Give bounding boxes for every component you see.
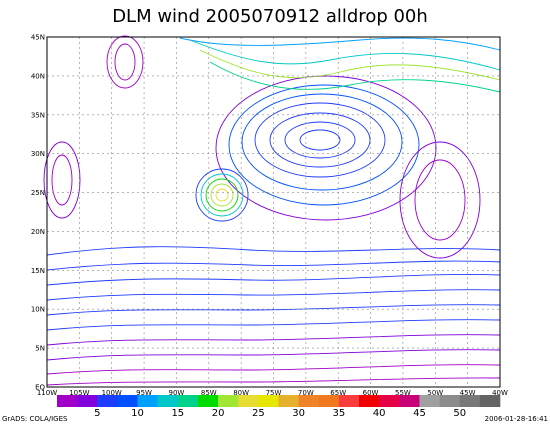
colorbar-label: 20 xyxy=(212,408,225,419)
colorbar-label: 25 xyxy=(252,408,265,419)
colorbar-swatch xyxy=(97,395,118,407)
lat-label: 15N xyxy=(31,267,45,275)
lat-label: 25N xyxy=(31,189,45,197)
lat-label: 35N xyxy=(31,111,45,119)
colorbar-label: 5 xyxy=(94,408,100,419)
colorbar-swatch xyxy=(298,395,320,407)
colorbar-label: 35 xyxy=(333,408,346,419)
footer-left: GrADS: COLA/IGES xyxy=(2,415,68,423)
grid xyxy=(47,37,500,387)
colorbar-swatch xyxy=(218,395,239,407)
colorbar-label: 40 xyxy=(373,408,386,419)
lon-label: 75W xyxy=(266,389,282,397)
colorbar: 5 10 15 20 25 30 35 40 45 50 xyxy=(57,395,501,419)
colorbar-swatch xyxy=(419,395,440,407)
lon-label: 55W xyxy=(395,389,411,397)
lon-label: 45W xyxy=(460,389,476,397)
lon-label: 65W xyxy=(330,389,346,397)
colorbar-label: 30 xyxy=(292,408,305,419)
colorbar-swatch xyxy=(459,395,481,407)
colorbar-swatch xyxy=(57,395,78,407)
colorbar-swatch xyxy=(318,395,340,407)
colorbar-swatch xyxy=(479,395,501,407)
colorbar-label: 45 xyxy=(413,408,426,419)
colorbar-swatch xyxy=(177,395,199,407)
colorbar-swatch xyxy=(338,395,360,407)
lon-label: 90W xyxy=(169,389,185,397)
streamlines xyxy=(43,35,501,386)
colorbar-swatch xyxy=(439,395,461,407)
colorbar-swatch xyxy=(77,395,98,407)
lat-label: 10N xyxy=(31,306,45,314)
colorbar-label: 15 xyxy=(171,408,184,419)
colorbar-swatch xyxy=(238,395,259,407)
lon-label: 110W xyxy=(37,389,57,397)
colorbar-label: 10 xyxy=(131,408,144,419)
colorbar-swatch xyxy=(399,395,420,407)
colorbar-swatch xyxy=(157,395,179,407)
colorbar-swatch xyxy=(278,395,299,407)
colorbar-swatch xyxy=(117,395,138,407)
lon-label: 85W xyxy=(201,389,217,397)
lon-label: 60W xyxy=(363,389,379,397)
lat-label: 30N xyxy=(31,150,45,158)
colorbar-swatch xyxy=(258,395,279,407)
lon-label: 50W xyxy=(427,389,443,397)
lon-label: 70W xyxy=(298,389,314,397)
lat-label: EQ xyxy=(35,384,45,392)
footer-right: 2006-01-28-16:41 xyxy=(485,415,548,423)
lon-label: 40W xyxy=(492,389,508,397)
lon-label: 105W xyxy=(69,389,89,397)
lat-label: 20N xyxy=(31,228,45,236)
frame xyxy=(46,36,501,388)
colorbar-swatch xyxy=(197,395,219,407)
title: DLM wind 2005070912 alldrop 00h xyxy=(112,6,428,27)
lon-label: 100W xyxy=(102,389,122,397)
colorbar-swatch xyxy=(359,395,380,407)
plot-area xyxy=(43,35,501,387)
lon-label: 95W xyxy=(136,389,152,397)
colorbar-swatch xyxy=(137,395,158,407)
colorbar-swatch xyxy=(379,395,400,407)
colorbar-label: 50 xyxy=(453,408,466,419)
lon-label: 80W xyxy=(233,389,249,397)
lat-label: 45N xyxy=(31,34,45,42)
lat-label: 5N xyxy=(35,345,45,353)
lat-label: 40N xyxy=(31,72,45,80)
